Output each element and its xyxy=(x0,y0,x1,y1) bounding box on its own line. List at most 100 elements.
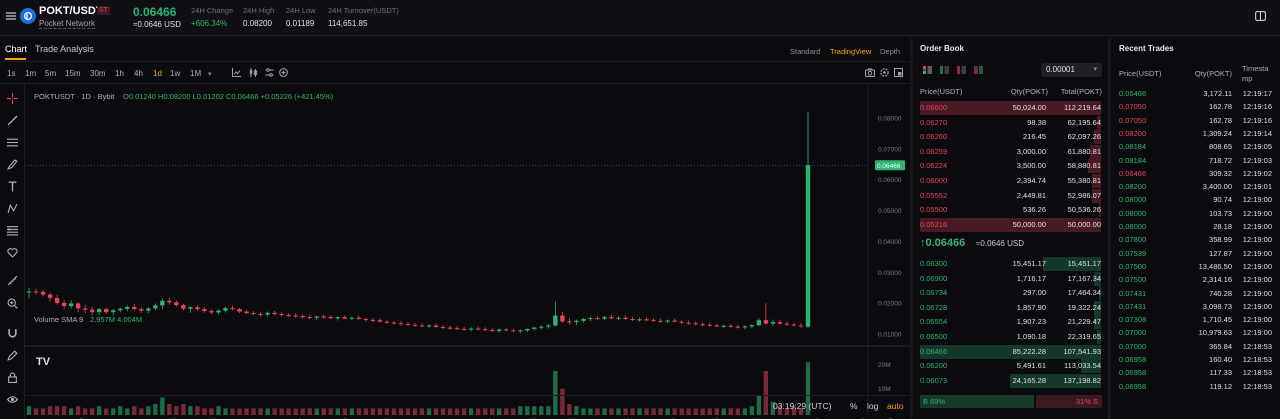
price-chart[interactable]: 0.08000 0.07000 0.06000 0.05000 0.04000 0.030… xyxy=(25,84,910,419)
bid-row-price[interactable]: 0.06500 xyxy=(920,332,948,341)
trade-row-time: 12:19:16 xyxy=(1242,102,1272,112)
lock-icon[interactable] xyxy=(7,372,18,383)
divider-orderbook-trades xyxy=(1108,38,1111,419)
ask-row-total: 55,380.81 xyxy=(1067,176,1101,185)
ask-row-price[interactable]: 0.06224 xyxy=(920,161,948,171)
interval-5m[interactable]: 5m xyxy=(45,69,57,78)
bid-row-price[interactable]: 0.06728 xyxy=(920,302,948,312)
bid-row-price[interactable]: 0.06734 xyxy=(920,288,948,298)
view-asks-icon[interactable] xyxy=(957,66,966,76)
interval-1h[interactable]: 1h xyxy=(115,69,124,78)
candle-body xyxy=(349,317,355,319)
add-icon[interactable] xyxy=(279,68,288,79)
utc-time[interactable]: 03:19:29 (UTC) xyxy=(773,401,832,411)
tab-trade-analysis[interactable]: Trade Analysis xyxy=(35,44,94,54)
volume-bar xyxy=(651,408,656,415)
pair-name[interactable]: Pocket Network xyxy=(39,19,96,29)
bid-row-price[interactable]: 0.06300 xyxy=(920,259,948,268)
ruler-icon[interactable] xyxy=(7,275,18,286)
precision-select[interactable]: 0.00001 ▾ xyxy=(1041,63,1102,77)
volume-bar xyxy=(419,408,425,415)
crosshair-icon[interactable] xyxy=(7,93,18,104)
trendline-icon[interactable] xyxy=(7,115,18,126)
volume-bar xyxy=(258,408,263,415)
ask-row-depth-bar xyxy=(1092,188,1101,203)
zoom-icon[interactable] xyxy=(7,298,18,309)
volume-bar xyxy=(75,406,81,415)
camera-icon[interactable] xyxy=(865,68,875,79)
eye-icon[interactable] xyxy=(6,394,19,405)
trade-row-time: 12:19:00 xyxy=(1242,275,1272,285)
interval-1s[interactable]: 1s xyxy=(7,69,16,78)
interval-30m[interactable]: 30m xyxy=(90,69,106,78)
candle-body xyxy=(735,326,740,328)
view-both-icon[interactable] xyxy=(923,66,932,76)
candle-body xyxy=(82,308,88,310)
trade-row-time: 12:19:03 xyxy=(1242,155,1272,165)
bid-row-price[interactable]: 0.06900 xyxy=(920,273,948,283)
ask-row-price[interactable]: 0.05216 xyxy=(920,219,948,229)
ob-header-price: Price(USDT) xyxy=(920,87,963,96)
ask-row-price[interactable]: 0.05552 xyxy=(920,190,948,200)
candle-body xyxy=(167,300,172,303)
trade-row-price: 0.06466 xyxy=(1119,168,1147,178)
candle-body xyxy=(490,330,495,332)
percent-toggle[interactable]: % xyxy=(850,401,858,411)
horizontal-lines-icon[interactable] xyxy=(7,137,18,148)
ask-row-price[interactable]: 0.05500 xyxy=(920,205,948,215)
studies-icon[interactable] xyxy=(265,68,274,79)
auto-toggle[interactable]: auto xyxy=(887,401,904,411)
brush-icon[interactable] xyxy=(7,159,18,170)
ask-row-price[interactable]: 0.06259 xyxy=(920,146,948,156)
bid-row-price[interactable]: 0.06073 xyxy=(920,375,948,385)
interval-1m[interactable]: 1m xyxy=(25,69,37,78)
candle-body xyxy=(377,320,383,322)
volume-bar xyxy=(560,388,565,415)
volume-bar xyxy=(784,408,790,415)
ask-row-total: 62,195.64 xyxy=(1067,117,1101,127)
bid-row-price[interactable]: 0.06466 xyxy=(920,346,948,356)
indicators-icon[interactable] xyxy=(232,68,241,79)
settings-icon[interactable] xyxy=(880,68,889,79)
ask-row-price[interactable]: 0.06600 xyxy=(920,103,948,112)
lock-pencil-icon[interactable] xyxy=(7,350,18,361)
view-depth[interactable]: Depth xyxy=(880,47,901,56)
volume-bar xyxy=(153,404,158,415)
tab-chart[interactable]: Chart xyxy=(5,44,28,54)
bid-row-price[interactable]: 0.06554 xyxy=(920,317,948,327)
magnet-icon[interactable] xyxy=(7,328,18,339)
volume-bar xyxy=(293,408,298,415)
volume-bar xyxy=(777,406,783,415)
price-axis-label: 0.02000 xyxy=(878,301,902,308)
text-icon[interactable] xyxy=(7,181,18,192)
view-bids-icon[interactable] xyxy=(940,66,949,76)
interval-15m[interactable]: 15m xyxy=(65,69,81,78)
interval-1w[interactable]: 1w xyxy=(170,69,181,78)
heart-icon[interactable] xyxy=(7,247,18,258)
fullscreen-icon[interactable] xyxy=(894,68,903,79)
fib-icon[interactable] xyxy=(7,225,18,236)
trade-row-time: 12:19:00 xyxy=(1242,328,1272,338)
view-tradingview[interactable]: TradingView xyxy=(830,47,872,56)
interval-4h[interactable]: 4h xyxy=(134,69,143,78)
ask-row-price[interactable]: 0.06000 xyxy=(920,176,948,185)
ask-row-price[interactable]: 0.06260 xyxy=(920,132,948,142)
view-depth-icon[interactable] xyxy=(974,66,983,76)
pattern-icon[interactable] xyxy=(7,203,18,214)
candle-type-icon[interactable] xyxy=(249,68,258,79)
price-axis-label: 0.07000 xyxy=(878,146,902,153)
ask-row-depth-bar xyxy=(1092,174,1101,188)
pair-symbol[interactable]: POKT/USDT xyxy=(39,5,103,17)
interval-dropdown-icon[interactable]: ▾ xyxy=(208,71,212,78)
layout-toggle-icon[interactable] xyxy=(1255,11,1266,21)
trade-row-qty: 3,172.11 xyxy=(1203,89,1232,98)
menu-icon[interactable] xyxy=(6,11,16,21)
candle-body xyxy=(412,324,418,326)
candle-body xyxy=(777,322,783,324)
log-toggle[interactable]: log xyxy=(867,401,879,411)
interval-1d[interactable]: 1d xyxy=(153,69,162,78)
ask-row-price[interactable]: 0.06270 xyxy=(920,117,948,127)
interval-1M[interactable]: 1M xyxy=(190,69,202,78)
view-standard[interactable]: Standard xyxy=(790,47,821,56)
bid-row-price[interactable]: 0.06200 xyxy=(920,361,948,371)
